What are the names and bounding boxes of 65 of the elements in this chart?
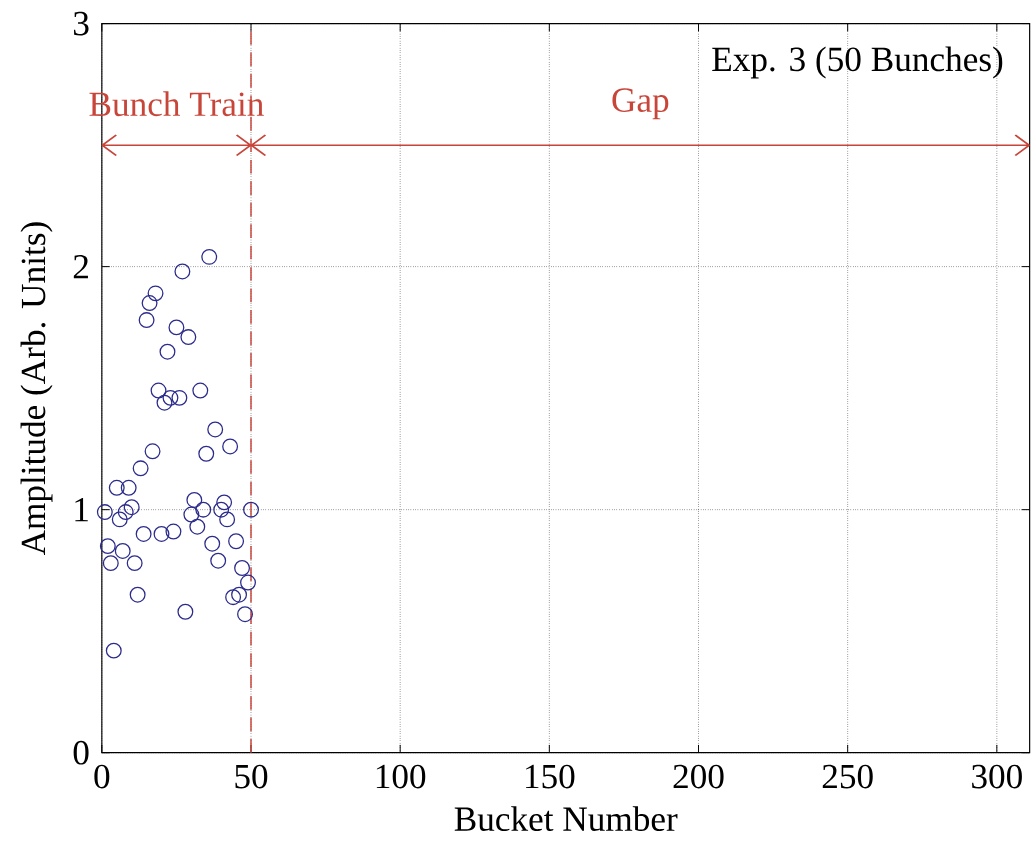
point <box>96 504 113 521</box>
x-tick-label: 300 <box>972 764 1022 789</box>
x-tick-label: 250 <box>822 764 873 789</box>
point <box>195 501 212 518</box>
point <box>210 552 227 569</box>
x-tick-label: 200 <box>673 764 724 789</box>
y-axis-title: Amplitude (Arb. Units) <box>20 222 53 556</box>
point <box>219 511 236 528</box>
point <box>135 526 152 543</box>
point <box>201 249 218 265</box>
point <box>111 511 128 528</box>
point <box>126 555 143 572</box>
y-tick-label: 3 <box>73 11 89 36</box>
point <box>153 526 170 543</box>
x-tick-label: 0 <box>94 764 110 789</box>
point <box>120 479 137 496</box>
point <box>237 606 254 623</box>
point <box>204 535 221 552</box>
x-tick-label: 50 <box>235 764 268 789</box>
point <box>177 603 194 620</box>
point <box>189 518 206 535</box>
point <box>231 586 248 603</box>
point <box>105 642 122 659</box>
point <box>171 389 188 406</box>
point <box>216 494 233 511</box>
point <box>228 533 245 550</box>
point <box>225 589 242 606</box>
point <box>117 504 134 521</box>
point <box>114 543 131 560</box>
point <box>180 329 197 346</box>
annotation: Gap <box>612 88 669 120</box>
point <box>174 263 191 280</box>
point <box>183 506 200 523</box>
point <box>159 343 176 360</box>
point <box>99 538 116 555</box>
point <box>144 443 161 460</box>
point <box>147 285 164 302</box>
x-tick-label: 150 <box>526 764 575 789</box>
point <box>141 295 158 312</box>
point <box>240 574 256 591</box>
point <box>222 438 239 455</box>
point <box>207 421 224 438</box>
point <box>138 312 155 329</box>
point <box>234 560 251 577</box>
point <box>156 394 173 411</box>
point <box>102 555 119 572</box>
point <box>168 319 185 336</box>
point <box>186 492 203 509</box>
point <box>198 445 215 462</box>
annotation: Exp. 3 (50 Bunches) <box>712 46 1003 79</box>
point <box>150 382 167 399</box>
point <box>243 501 259 518</box>
point <box>162 389 179 406</box>
point <box>108 479 125 496</box>
x-axis-title: Bucket Number <box>454 806 678 832</box>
x-tick-label: 100 <box>376 764 426 789</box>
y-tick-label: 1 <box>75 498 88 522</box>
point <box>213 501 230 518</box>
y-tick-label: 0 <box>73 740 89 765</box>
y-tick-label: 2 <box>73 255 88 279</box>
point <box>129 586 146 603</box>
point <box>132 460 149 477</box>
point <box>123 499 140 516</box>
point <box>192 382 209 399</box>
point <box>165 523 182 540</box>
